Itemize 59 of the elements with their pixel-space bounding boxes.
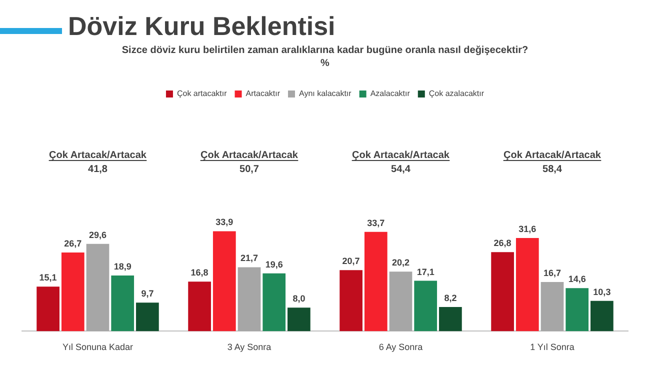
chart-title: Döviz Kuru Beklentisi (67, 10, 336, 43)
bar (389, 272, 412, 332)
data-label: 19,6 (265, 259, 283, 270)
legend-label: Çok artacaktır (176, 89, 228, 98)
bar (414, 280, 438, 332)
data-label: 17,1 (416, 266, 434, 277)
bar (36, 286, 60, 332)
x-tick-label: Yıl Sonuna Kadar (62, 342, 134, 352)
text: 41,8 (88, 164, 108, 175)
bar (340, 270, 362, 332)
bar (516, 238, 539, 332)
bar (86, 244, 110, 332)
bar (364, 232, 388, 332)
bar (590, 300, 614, 332)
text: 54,4 (391, 164, 411, 175)
x-tick-label: 6 Ay Sonra (378, 342, 423, 352)
data-label: 20,2 (392, 258, 410, 268)
bar (111, 275, 134, 332)
bar (566, 288, 589, 332)
legend-label: Azalacaktır (370, 89, 410, 98)
chart-subtitle: Sizce döviz kuru belirtilen zaman aralıklarına kadar bugüne oranla nasıl değişecektir? % (120, 44, 530, 70)
bar (188, 282, 211, 332)
bar (212, 231, 236, 332)
data-label: 18,9 (114, 261, 132, 272)
bar (136, 302, 159, 332)
data-label: 8,0 (292, 294, 306, 304)
text: 58,4 (542, 164, 562, 175)
data-label: 16,8 (190, 268, 208, 278)
data-label: 21,7 (240, 253, 258, 264)
data-label: 16,7 (543, 268, 562, 278)
data-label: 26,7 (64, 238, 82, 248)
bar (491, 252, 514, 332)
text: Çok Artacak/Artacak (200, 150, 298, 161)
data-label: 26,8 (494, 238, 512, 248)
data-label: 10,3 (593, 286, 611, 297)
data-label: 29,6 (88, 230, 107, 240)
text: Çok Artacak/Artacak (352, 150, 450, 161)
x-tick-label: 3 Ay Sonra (227, 342, 272, 352)
bar (262, 273, 286, 332)
text: 50,7 (240, 164, 260, 175)
data-label: 15,1 (39, 272, 57, 283)
legend-label: Artacaktır (246, 89, 280, 98)
data-label: 20,7 (342, 256, 360, 266)
bar (439, 307, 462, 332)
data-label: 8,2 (444, 293, 457, 304)
bar (238, 267, 261, 332)
x-tick-label: 1 Yıl Sonra (530, 342, 574, 352)
data-label: 33,9 (216, 217, 234, 228)
text: Çok Artacak/Artacak (49, 150, 147, 161)
bar (540, 282, 564, 332)
bar (288, 308, 310, 332)
text: Çok Artacak/Artacak (504, 150, 602, 161)
legend-label: Aynı kalacaktır (299, 89, 352, 98)
data-label: 14,6 (568, 274, 586, 284)
bar (61, 252, 84, 332)
data-label: 33,7 (367, 218, 385, 228)
legend-label: Çok azalacaktır (428, 89, 484, 98)
data-label: 9,7 (141, 288, 154, 299)
data-label: 31,6 (518, 224, 536, 234)
